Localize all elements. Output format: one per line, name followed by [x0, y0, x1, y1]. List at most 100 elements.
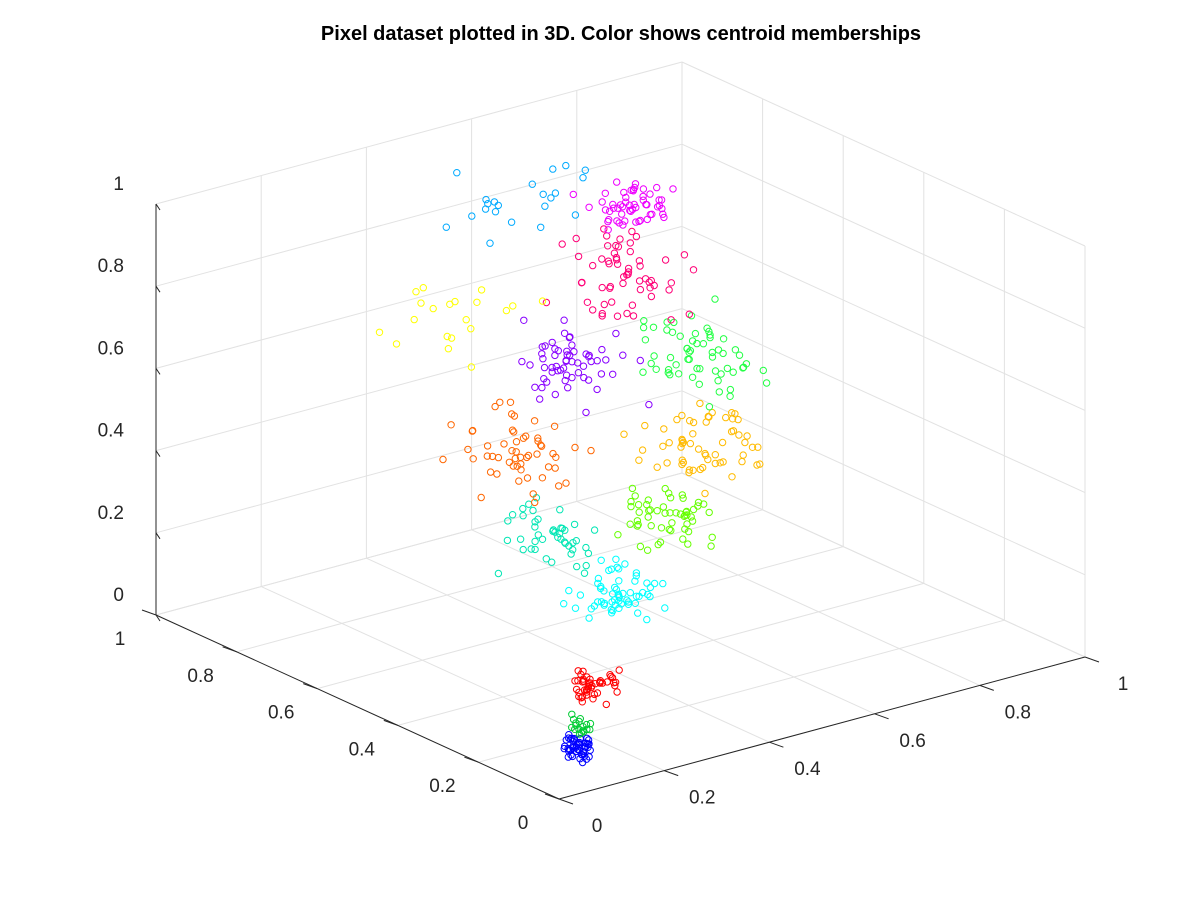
- data-point: [645, 400, 653, 409]
- data-point: [590, 690, 599, 699]
- data-point: [509, 462, 517, 470]
- data-point: [635, 217, 643, 226]
- data-point: [562, 356, 570, 365]
- data-point: [538, 383, 546, 392]
- data-point: [647, 359, 655, 368]
- grid-line: [681, 308, 1086, 494]
- data-point: [604, 242, 612, 250]
- data-point: [570, 520, 579, 529]
- x-axis-line: [558, 656, 1086, 800]
- data-point: [444, 345, 453, 353]
- data-point: [571, 604, 580, 612]
- data-point: [482, 195, 490, 204]
- grid-line: [155, 143, 683, 287]
- data-point: [611, 583, 619, 592]
- data-point: [706, 331, 714, 339]
- data-point: [626, 589, 634, 597]
- grid-line: [155, 472, 683, 616]
- data-point: [684, 355, 692, 363]
- data-point: [620, 430, 628, 438]
- data-point: [573, 562, 581, 571]
- grid-line: [681, 61, 1086, 247]
- data-point: [679, 494, 687, 502]
- x-tick-label: 0.4: [794, 759, 821, 780]
- data-point: [511, 454, 519, 463]
- data-point: [643, 615, 651, 624]
- grid-line: [155, 61, 683, 205]
- data-point: [719, 349, 727, 358]
- data-point: [638, 446, 647, 454]
- data-point: [624, 264, 633, 273]
- data-point: [728, 409, 736, 417]
- z-tick-mark: [155, 532, 161, 540]
- data-point: [560, 600, 568, 608]
- data-point: [519, 512, 527, 520]
- data-point: [508, 426, 517, 434]
- data-point: [564, 384, 572, 392]
- data-point: [666, 353, 675, 362]
- x-tick-mark: [664, 770, 679, 777]
- data-point: [477, 493, 485, 502]
- data-point: [604, 217, 612, 226]
- data-point: [477, 286, 486, 294]
- data-point: [708, 408, 716, 417]
- data-point: [688, 517, 697, 525]
- data-point: [700, 500, 708, 508]
- data-point: [634, 609, 642, 617]
- data-point: [627, 497, 635, 506]
- grid-line: [397, 582, 924, 726]
- data-point: [537, 441, 545, 449]
- data-point: [726, 392, 734, 400]
- data-point: [508, 447, 516, 455]
- data-point: [565, 734, 573, 742]
- data-point: [584, 376, 593, 384]
- y-tick-label: 0: [518, 813, 529, 834]
- data-point: [739, 364, 747, 372]
- data-point: [581, 166, 589, 174]
- data-point: [689, 430, 697, 438]
- data-point: [464, 445, 472, 454]
- data-point: [696, 465, 704, 474]
- data-point: [708, 533, 716, 541]
- data-point: [603, 678, 611, 686]
- data-point: [633, 517, 642, 525]
- data-point: [618, 210, 626, 218]
- data-point: [549, 165, 557, 173]
- data-point: [578, 698, 586, 706]
- data-point: [609, 606, 617, 615]
- data-point: [626, 239, 634, 247]
- data-point: [519, 545, 527, 554]
- data-point: [748, 443, 757, 451]
- data-point: [554, 347, 562, 355]
- data-point: [646, 190, 654, 198]
- data-point: [609, 370, 617, 378]
- data-point: [560, 316, 568, 324]
- data-point: [578, 678, 587, 686]
- data-point: [660, 425, 668, 433]
- z-tick-mark: [155, 368, 161, 375]
- data-point: [654, 540, 662, 549]
- data-point: [639, 368, 647, 376]
- data-point: [650, 579, 659, 588]
- data-point: [614, 531, 622, 539]
- data-point: [576, 591, 585, 599]
- y-tick-mark: [383, 719, 398, 726]
- data-point: [473, 298, 481, 306]
- data-point: [731, 346, 740, 354]
- data-point: [613, 217, 621, 225]
- data-point: [681, 511, 689, 519]
- data-point: [597, 370, 606, 378]
- data-point: [531, 523, 539, 531]
- data-points: [375, 161, 771, 767]
- data-point: [569, 546, 577, 554]
- data-point: [552, 362, 560, 371]
- data-point: [561, 539, 569, 547]
- data-point: [453, 169, 461, 177]
- data-point: [392, 340, 401, 348]
- data-point: [551, 464, 559, 472]
- data-point: [494, 453, 503, 462]
- data-point: [741, 438, 749, 447]
- data-point: [693, 364, 701, 373]
- data-point: [615, 604, 623, 612]
- data-point: [665, 489, 673, 497]
